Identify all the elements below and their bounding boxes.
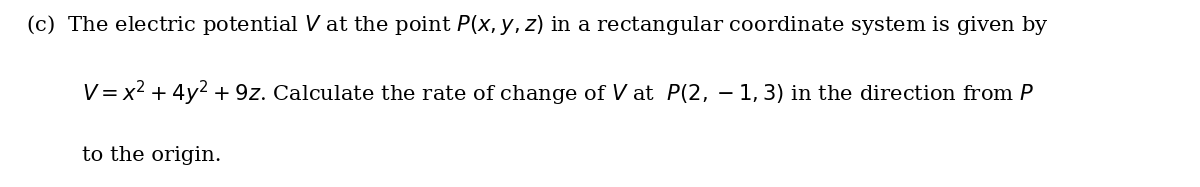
Text: $V = x^2 + 4y^2 + 9z$. Calculate the rate of change of $V$ at  $P(2, -1, 3)$ in : $V = x^2 + 4y^2 + 9z$. Calculate the rat… — [82, 79, 1034, 108]
Text: (c)  The electric potential $V$ at the point $P(x, y, z)$ in a rectangular coord: (c) The electric potential $V$ at the po… — [26, 13, 1049, 37]
Text: to the origin.: to the origin. — [82, 146, 221, 165]
